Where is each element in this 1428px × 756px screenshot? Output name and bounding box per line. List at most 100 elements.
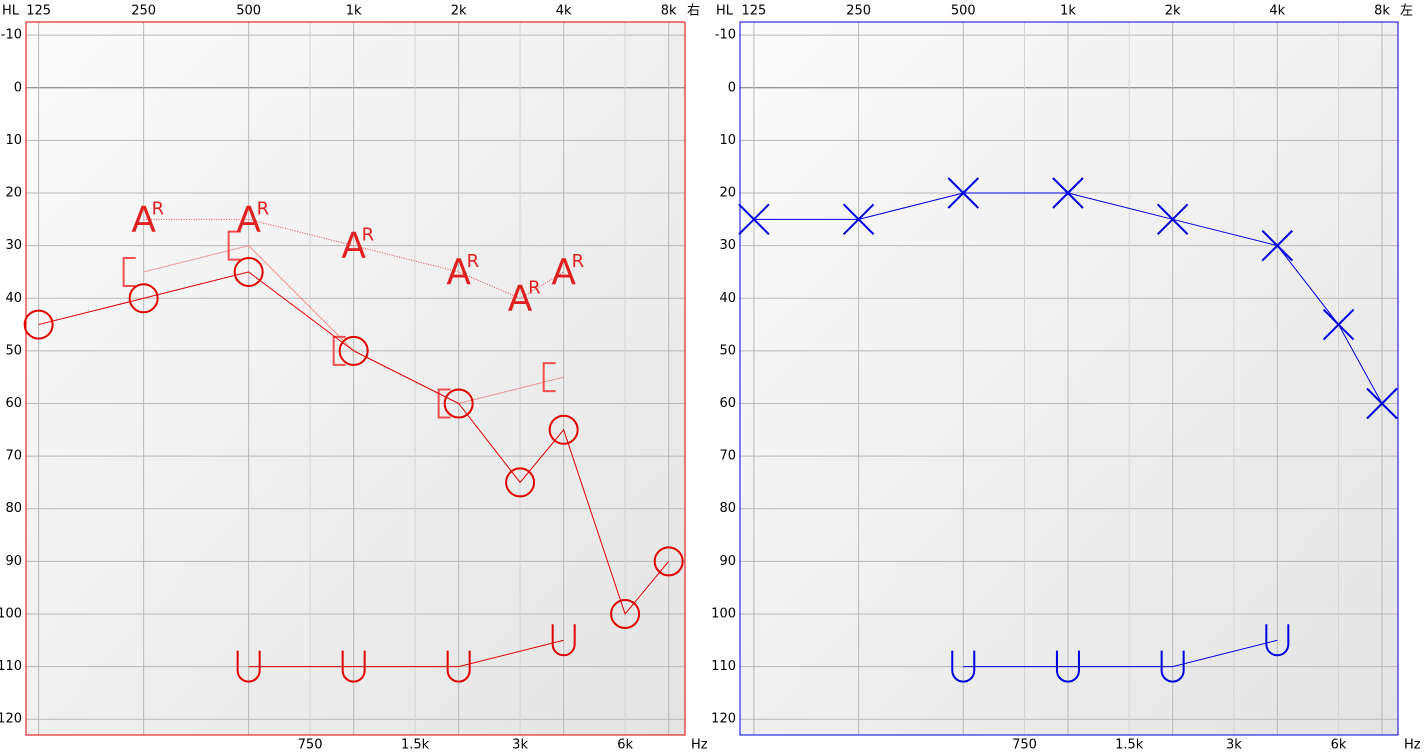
y-tick-label: 20 — [5, 186, 22, 201]
y-tick-label: 80 — [5, 501, 22, 516]
marker-sup: R — [572, 251, 585, 272]
y-tick-label: 120 — [711, 712, 736, 727]
y-tick-label: 10 — [5, 133, 22, 148]
series-line — [143, 218, 564, 299]
no-response-marker — [951, 650, 976, 683]
aided-marker: AR — [236, 198, 269, 240]
x-tick-label: 4k — [1269, 4, 1285, 19]
y-tick-label: 100 — [0, 606, 22, 621]
y-tick-label: 10 — [719, 133, 736, 148]
series-line — [38, 271, 670, 615]
air-marker — [842, 203, 875, 236]
x-tick-label: 250 — [131, 4, 156, 19]
marker-text: A — [446, 252, 471, 293]
marker-sup: R — [257, 198, 270, 219]
y-tick-label: -10 — [715, 28, 736, 43]
marker-text: A — [236, 199, 261, 240]
air-marker — [233, 256, 264, 287]
ear-label: 右 — [687, 4, 700, 19]
y-tick-label: 80 — [719, 501, 736, 516]
air-marker — [443, 388, 474, 419]
x-unit: Hz — [691, 738, 708, 753]
series-line — [963, 639, 1278, 668]
x-minor-tick-label: 1.5k — [1115, 738, 1144, 753]
x-tick-label: 250 — [846, 4, 871, 19]
y-tick-label: 90 — [719, 554, 736, 569]
y-tick-label: 90 — [5, 554, 22, 569]
y-tick-label: 100 — [711, 606, 736, 621]
y-tick-label: 50 — [719, 343, 736, 358]
plot-border — [25, 21, 686, 736]
no-response-marker — [341, 650, 366, 683]
y-tick-label: 110 — [711, 659, 736, 674]
no-response-marker — [551, 624, 576, 657]
y-tick-label: 0 — [728, 80, 736, 95]
air-marker — [1322, 308, 1355, 341]
plot-border — [739, 21, 1399, 736]
x-tick-label: 2k — [1165, 4, 1181, 19]
x-minor-tick-label: 1.5k — [401, 738, 430, 753]
y-tick-label: 60 — [5, 396, 22, 411]
air-marker — [1156, 203, 1189, 236]
x-tick-label: 8k — [1374, 4, 1390, 19]
marker-text: A — [508, 278, 533, 319]
marker-sup: R — [152, 198, 165, 219]
no-response-marker — [446, 650, 471, 683]
y-tick-label: 120 — [0, 712, 22, 727]
panel: -10 0 10 20 30 40 50 60 70 80 90 100 110 120 125 250 500… — [711, 4, 1421, 753]
y-tick-label: 40 — [719, 291, 736, 306]
x-tick-label: 125 — [26, 4, 51, 19]
aided-marker: AR — [446, 251, 479, 293]
x-minor-tick-label: 750 — [298, 738, 323, 753]
x-tick-label: 2k — [451, 4, 467, 19]
aided-marker: AR — [341, 225, 374, 267]
y-tick-label: 0 — [14, 80, 22, 95]
y-tick-label: 70 — [719, 449, 736, 464]
series-line — [248, 639, 564, 668]
air-marker — [548, 414, 579, 445]
x-tick-label: 1k — [1060, 4, 1076, 19]
bone-marker — [542, 362, 556, 393]
aided-marker: AR — [551, 251, 584, 293]
plot-background — [26, 22, 685, 735]
x-minor-tick-label: 6k — [1331, 738, 1347, 753]
y-tick-label: 40 — [5, 291, 22, 306]
series-line — [753, 192, 1383, 404]
y-tick-label: 70 — [5, 449, 22, 464]
no-response-marker — [236, 650, 261, 683]
marker-text: A — [341, 226, 366, 267]
air-marker — [653, 546, 684, 577]
y-tick-label: 20 — [719, 186, 736, 201]
y-tick-label: 50 — [5, 343, 22, 358]
marker-sup: R — [362, 225, 375, 246]
x-tick-label: 1k — [346, 4, 362, 19]
y-tick-label: 30 — [719, 238, 736, 253]
marker-text: A — [131, 199, 156, 240]
air-marker — [23, 309, 54, 340]
air-marker — [505, 467, 536, 498]
air-marker — [1366, 387, 1398, 420]
y-tick-label: -10 — [1, 28, 22, 43]
ear-label: 左 — [1400, 4, 1413, 19]
marker-text: A — [551, 252, 576, 293]
y-unit: HL — [2, 4, 20, 19]
marker-sup: R — [467, 251, 480, 272]
air-marker — [128, 283, 159, 314]
bone-marker — [227, 230, 241, 261]
x-tick-label: 8k — [661, 4, 677, 19]
no-response-marker — [1265, 624, 1290, 657]
y-tick-label: 110 — [0, 659, 22, 674]
bone-marker — [122, 256, 136, 287]
no-response-marker — [1055, 650, 1080, 683]
x-unit: Hz — [1404, 738, 1421, 753]
y-tick-label: 30 — [5, 238, 22, 253]
no-response-marker — [1160, 650, 1185, 683]
bone-marker — [332, 335, 346, 366]
aided-marker: AR — [131, 198, 164, 240]
x-minor-tick-label: 6k — [617, 738, 633, 753]
panel: -10 0 10 20 30 40 50 60 70 80 90 100 110 120 125 250 500… — [0, 4, 708, 753]
air-marker — [338, 335, 369, 366]
air-marker — [1052, 177, 1084, 209]
x-tick-label: 4k — [556, 4, 572, 19]
